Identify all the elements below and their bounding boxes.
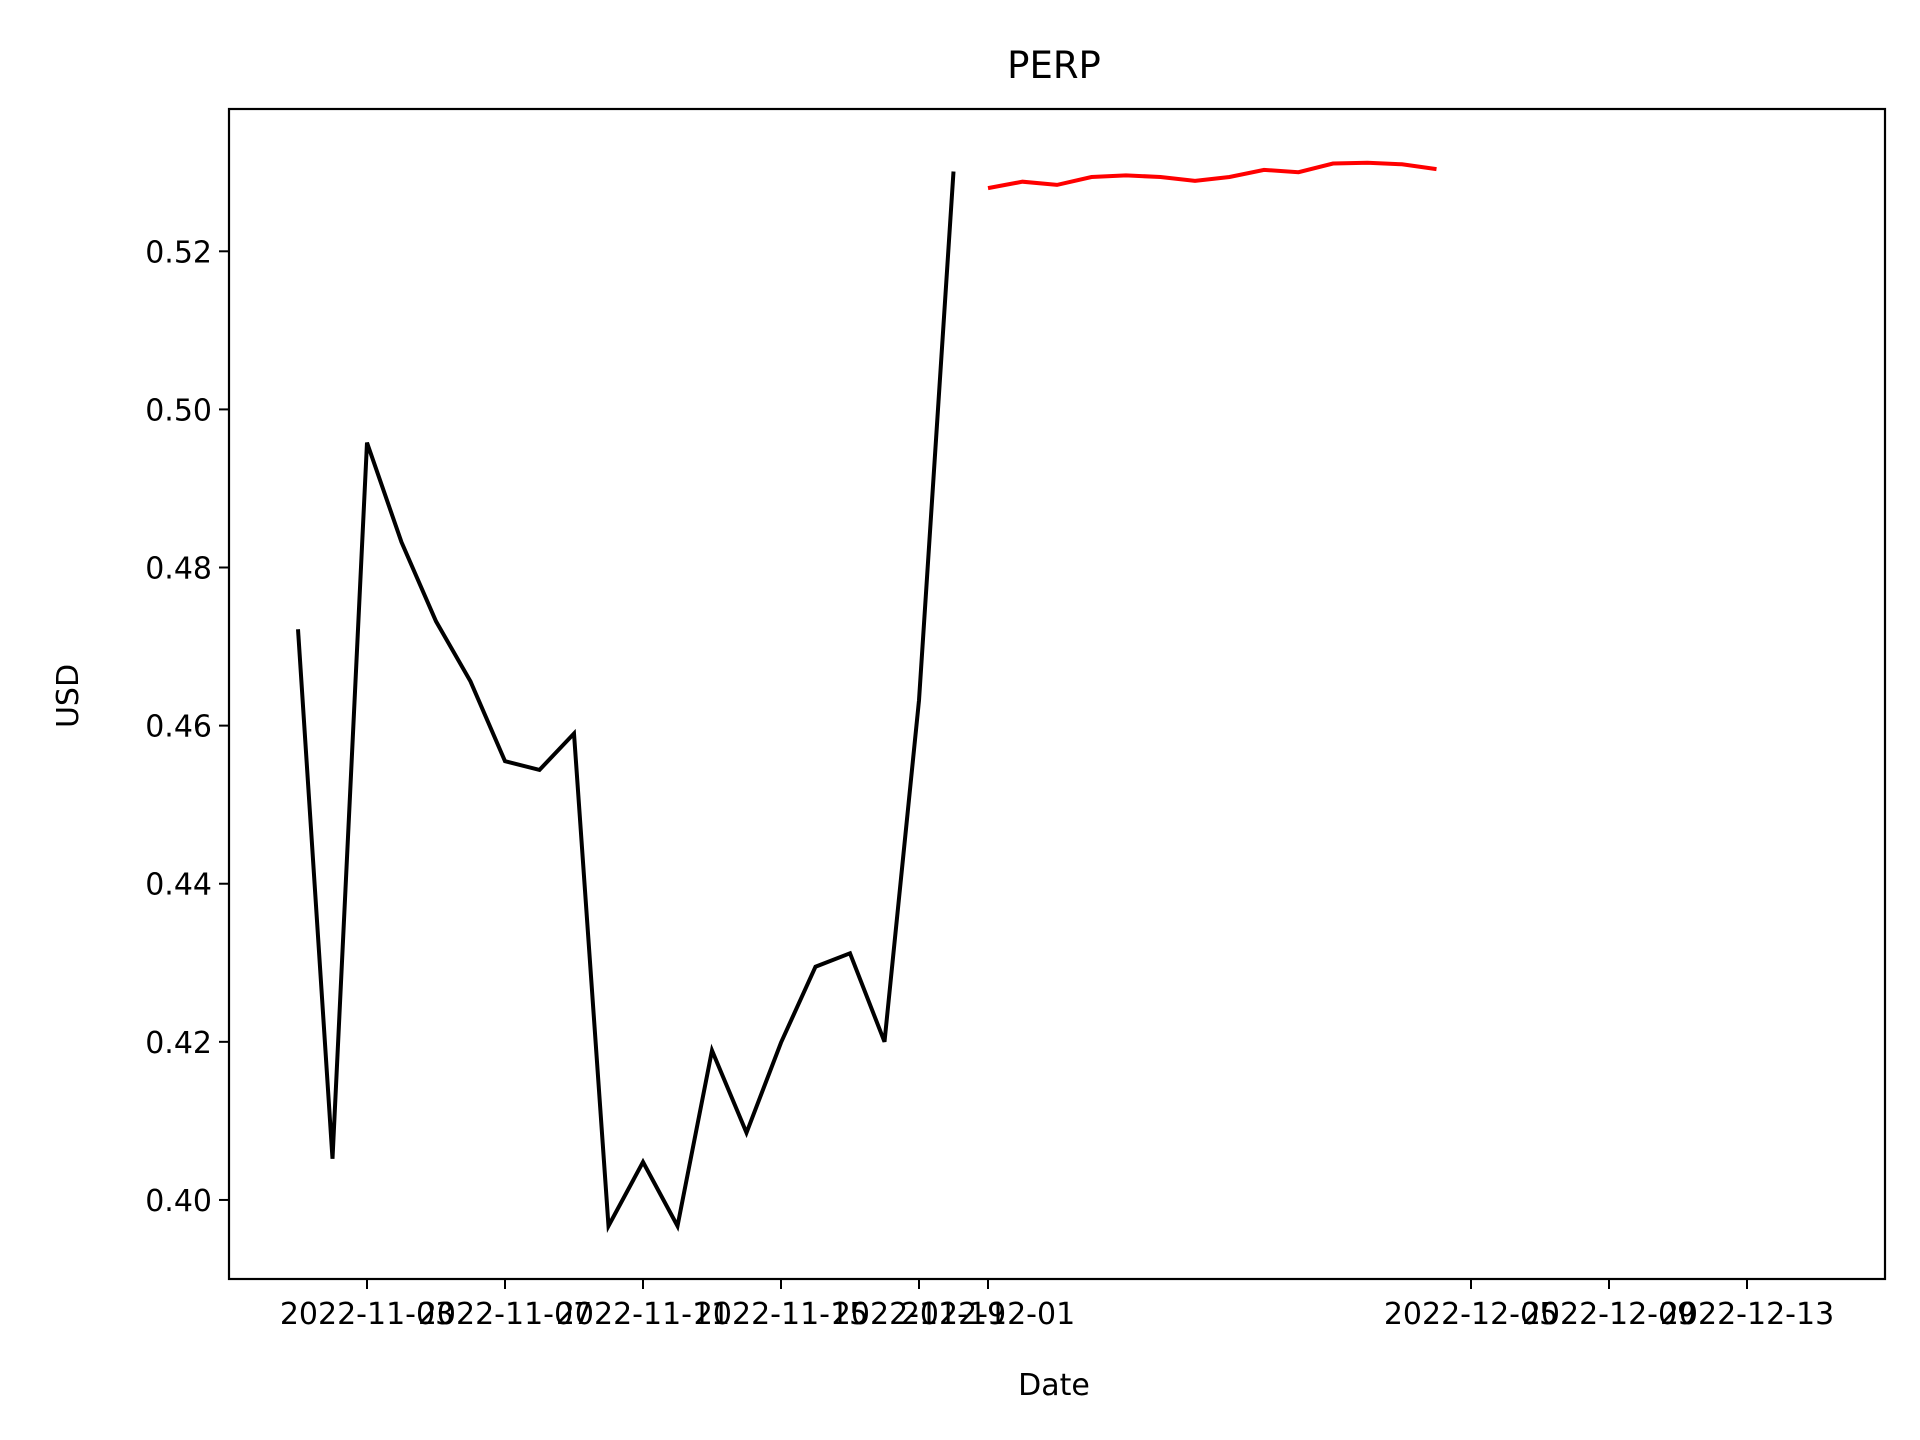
series-line-2 — [987, 160, 1437, 191]
y-tick-label: 0.50 — [145, 393, 212, 428]
series-line-1 — [296, 171, 956, 1234]
y-tick-label: 0.42 — [145, 1026, 212, 1061]
x-tick-label: 2022-12-01 — [901, 1297, 1075, 1332]
x-tick-label: 2022-11-19 — [832, 1297, 1006, 1332]
chart-title: PERP — [1007, 44, 1101, 87]
x-axis: 2022-11-032022-11-072022-11-112022-11-15… — [280, 1279, 1834, 1332]
y-tick-label: 0.40 — [145, 1184, 212, 1219]
x-axis-label: Date — [1018, 1368, 1090, 1403]
x-tick-label: 2022-12-05 — [1384, 1297, 1558, 1332]
x-tick-label: 2022-11-11 — [556, 1297, 730, 1332]
x-tick-label: 2022-11-07 — [418, 1297, 592, 1332]
y-tick-label: 0.52 — [145, 235, 212, 270]
y-axis: 0.40 0.42 0.44 0.46 0.48 0.50 0.52 — [145, 235, 229, 1219]
x-tick-label: 2022-12-09 — [1522, 1297, 1696, 1332]
y-tick-label: 0.46 — [145, 710, 212, 745]
y-tick-label: 0.44 — [145, 868, 212, 903]
y-axis-label: USD — [51, 664, 86, 728]
plot-frame — [227, 107, 1887, 1281]
y-tick-label: 0.48 — [145, 552, 212, 587]
plot-area — [296, 160, 1437, 1234]
x-tick-label: 2022-11-03 — [280, 1297, 454, 1332]
x-tick-label: 2022-12-13 — [1660, 1297, 1834, 1332]
x-tick-label: 2022-11-15 — [694, 1297, 868, 1332]
